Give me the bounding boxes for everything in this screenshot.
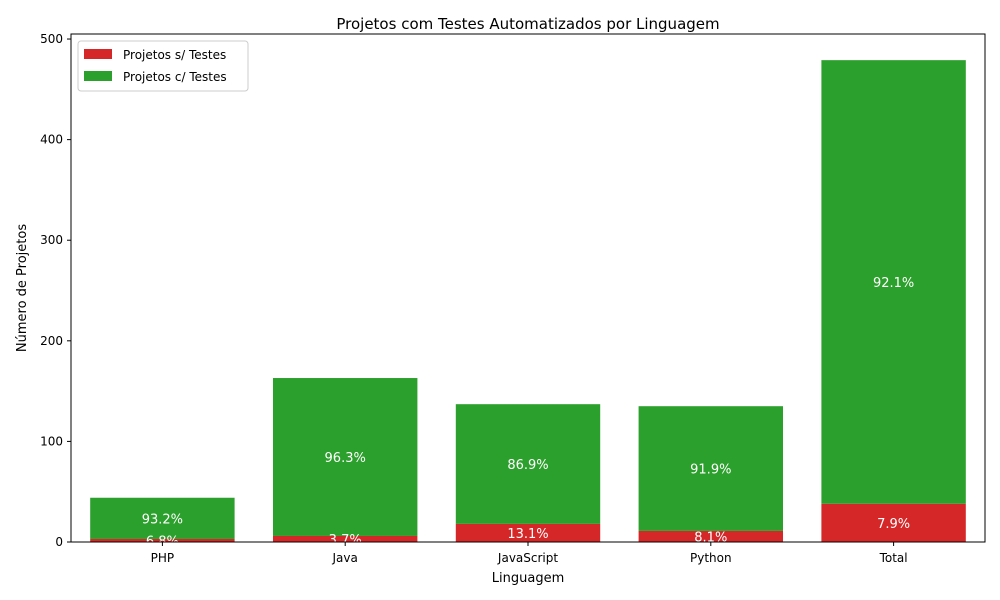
data-label-python-series-1: 91.9% <box>690 463 731 478</box>
x-tick-label: Java <box>332 551 358 565</box>
bar-java-series-0 <box>272 535 418 542</box>
legend-label-com-testes: Projetos c/ Testes <box>123 70 227 84</box>
data-label-php-series-1: 93.2% <box>142 512 183 527</box>
chart-title: Projetos com Testes Automatizados por Li… <box>336 15 719 33</box>
legend: Projetos s/ Testes Projetos c/ Testes <box>77 40 249 92</box>
x-tick-label: JavaScript <box>497 551 558 565</box>
bar-php-series-1 <box>90 497 235 539</box>
x-axis-label: Linguagem <box>492 571 564 586</box>
x-tick-label: Python <box>690 551 732 565</box>
legend-swatch-com-testes <box>84 71 112 81</box>
bars-group <box>90 60 966 542</box>
x-tick-label: Total <box>879 551 908 565</box>
y-tick-label: 400 <box>40 133 63 147</box>
bar-php-series-0 <box>90 538 235 542</box>
data-labels-group: 6.8%93.2%3.7%96.3%13.1%86.9%8.1%91.9%7.9… <box>142 276 915 550</box>
data-label-javascript-series-1: 86.9% <box>507 458 548 473</box>
bar-javascript-series-0 <box>455 523 601 542</box>
legend-swatch-sem-testes <box>84 49 112 59</box>
bar-python-series-1 <box>638 406 784 531</box>
data-label-javascript-series-0: 13.1% <box>507 527 548 542</box>
bar-total-series-1 <box>821 60 966 504</box>
bar-javascript-series-1 <box>455 404 601 524</box>
y-tick-label: 300 <box>40 233 63 247</box>
y-tick-label: 100 <box>40 434 63 448</box>
y-tick-label: 0 <box>55 535 63 549</box>
y-axis-label: Número de Projetos <box>15 224 30 352</box>
bar-java-series-1 <box>272 378 418 536</box>
x-axis: PHP Java JavaScript Python Total <box>151 542 908 565</box>
legend-label-sem-testes: Projetos s/ Testes <box>123 48 226 62</box>
data-label-total-series-1: 92.1% <box>873 276 914 291</box>
data-label-java-series-0: 3.7% <box>329 533 362 548</box>
bar-total-series-0 <box>821 503 966 542</box>
data-label-java-series-1: 96.3% <box>325 451 366 466</box>
y-tick-label: 200 <box>40 334 63 348</box>
y-tick-label: 500 <box>40 32 63 46</box>
y-axis: 0 100 200 300 400 500 <box>40 32 71 549</box>
data-label-total-series-0: 7.9% <box>877 517 910 532</box>
bar-python-series-0 <box>638 530 784 542</box>
legend-box <box>77 40 249 92</box>
x-tick-label: PHP <box>151 551 175 565</box>
